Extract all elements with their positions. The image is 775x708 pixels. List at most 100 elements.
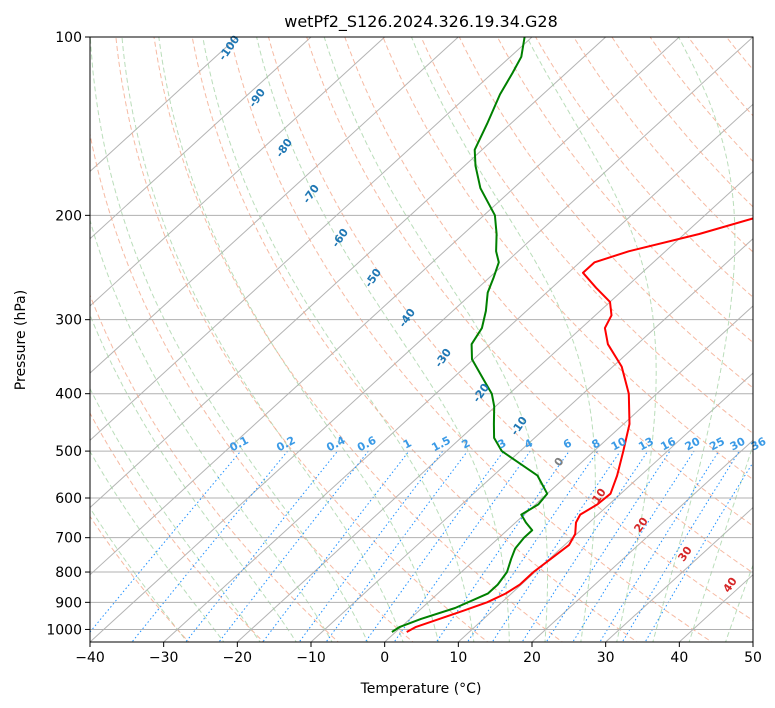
dry-adiabat-label: -50 bbox=[362, 266, 384, 290]
dry-adiabat-label: -80 bbox=[273, 136, 295, 160]
mixing-ratio-label: 13 bbox=[636, 435, 656, 454]
isotherm-line bbox=[90, 37, 753, 642]
line-labels: 0.1 0.2 0.4 0.6 1 1.5 2 3 4 6 8 10 13 16 20 25 30 36-100-… bbox=[216, 33, 769, 595]
isotherm-line bbox=[531, 439, 753, 642]
x-tick-label: 30 bbox=[597, 650, 615, 666]
dry-adiabat bbox=[420, 37, 753, 435]
moist-adiabat bbox=[90, 37, 369, 642]
y-axis-ticks: 100 200 300 400 500 600 700 800 900 1000 bbox=[46, 30, 90, 638]
moist-adiabat bbox=[688, 443, 753, 642]
dry-adiabat bbox=[191, 37, 638, 642]
dry-adiabat bbox=[90, 293, 339, 642]
isotherm-line bbox=[752, 641, 753, 642]
mixing-ratio-line bbox=[599, 450, 720, 642]
plot-frame bbox=[89, 36, 754, 643]
y-tick-label: 400 bbox=[55, 387, 82, 403]
dry-adiabat-label: 10 bbox=[589, 486, 609, 506]
isotherm-line bbox=[90, 37, 238, 173]
dry-adiabat-label: -20 bbox=[470, 381, 492, 405]
isotherm-line bbox=[605, 506, 753, 642]
isotherm-line bbox=[163, 103, 753, 642]
isotherm-line bbox=[90, 37, 680, 576]
isotherm-line bbox=[90, 37, 312, 240]
isotherm-line bbox=[90, 37, 386, 307]
dry-adiabat bbox=[725, 37, 753, 71]
isotherm-line bbox=[457, 372, 753, 642]
y-tick-label: 600 bbox=[55, 491, 82, 507]
mixing-ratio-lines bbox=[90, 450, 753, 642]
x-tick-label: −30 bbox=[149, 650, 179, 666]
mixing-ratio-label: 30 bbox=[728, 435, 748, 454]
x-tick-label: −20 bbox=[223, 650, 253, 666]
dry-adiabat-label: 20 bbox=[631, 515, 651, 535]
mixing-ratio-line bbox=[131, 450, 288, 642]
x-tick-label: 0 bbox=[380, 650, 389, 666]
moist-adiabat bbox=[158, 37, 440, 642]
y-tick-label: 300 bbox=[55, 313, 82, 329]
x-axis-label: Temperature (°C) bbox=[360, 681, 482, 697]
x-tick-label: 50 bbox=[744, 650, 762, 666]
dry-adiabat bbox=[649, 37, 753, 163]
moist-adiabat bbox=[90, 218, 333, 642]
mixing-ratio-line bbox=[298, 450, 444, 642]
mixing-ratio-line bbox=[644, 461, 753, 642]
mixing-ratio-label: 6 bbox=[561, 436, 574, 451]
y-tick-label: 900 bbox=[55, 595, 82, 611]
isotherm-line bbox=[310, 237, 753, 642]
moist-adiabat bbox=[256, 37, 510, 642]
temperature-profile bbox=[406, 217, 753, 633]
dry-adiabat-label: -40 bbox=[396, 306, 418, 330]
isotherm-line bbox=[236, 170, 753, 642]
y-axis-label: Pressure (hPa) bbox=[13, 290, 29, 390]
dry-adiabat-label: -90 bbox=[246, 86, 268, 110]
y-tick-label: 700 bbox=[55, 531, 82, 547]
dry-adiabat bbox=[458, 37, 753, 389]
dry-adiabat-label: -70 bbox=[300, 182, 322, 206]
isotherm-line bbox=[90, 37, 533, 442]
dry-adiabat bbox=[496, 37, 753, 344]
dry-adiabat bbox=[535, 37, 753, 298]
mixing-ratio-line bbox=[466, 450, 599, 642]
y-tick-label: 800 bbox=[55, 565, 82, 581]
dry-adiabat bbox=[90, 131, 414, 642]
dry-adiabat-label: -30 bbox=[432, 346, 454, 370]
mixing-ratio-line bbox=[621, 450, 740, 642]
dry-adiabat bbox=[382, 37, 753, 481]
dry-adiabat bbox=[344, 37, 753, 527]
isotherm-line bbox=[90, 37, 607, 509]
mixing-ratio-label: 25 bbox=[707, 435, 727, 454]
dry-adiabat-label: 40 bbox=[720, 575, 740, 595]
mixing-ratio-label: 8 bbox=[590, 436, 603, 451]
mixing-ratio-label: 10 bbox=[609, 435, 629, 454]
dewpoint-profile bbox=[391, 37, 549, 633]
pressure-grid bbox=[90, 37, 753, 630]
dry-adiabat bbox=[267, 37, 753, 622]
x-tick-label: 10 bbox=[449, 650, 467, 666]
mixing-ratio-label: 36 bbox=[749, 435, 769, 454]
moist-adiabat bbox=[725, 563, 753, 642]
moist-adiabat bbox=[202, 37, 475, 642]
x-tick-label: −10 bbox=[296, 650, 326, 666]
y-tick-label: 200 bbox=[55, 208, 82, 224]
dry-adiabat bbox=[153, 37, 564, 642]
isotherm-grid bbox=[90, 37, 753, 642]
mixing-ratio-line bbox=[545, 450, 671, 642]
dry-adiabat-label: 30 bbox=[675, 544, 695, 564]
mixing-ratio-line bbox=[491, 450, 621, 642]
mixing-ratio-label: 16 bbox=[658, 435, 678, 454]
mixing-ratio-line bbox=[262, 450, 410, 642]
moist-adiabat bbox=[90, 313, 297, 642]
y-tick-label: 1000 bbox=[46, 622, 82, 638]
mixing-ratio-line bbox=[393, 450, 531, 642]
dry-adiabat-label: -10 bbox=[508, 414, 530, 438]
mixing-ratio-line bbox=[185, 450, 338, 642]
mixing-ratio-label: 3 bbox=[496, 436, 509, 451]
mixing-ratio-line bbox=[90, 450, 242, 633]
mixing-ratio-line bbox=[572, 450, 695, 642]
mixing-ratio-line bbox=[435, 450, 570, 642]
y-tick-label: 100 bbox=[55, 30, 82, 46]
mixing-ratio-line bbox=[364, 450, 505, 642]
mixing-ratio-line bbox=[218, 450, 369, 642]
dry-adiabat bbox=[229, 37, 713, 642]
